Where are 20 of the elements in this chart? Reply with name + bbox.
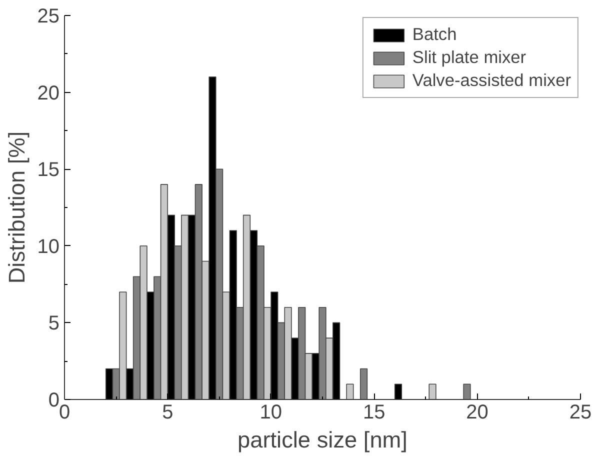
x-tick-label: 5 <box>162 402 174 424</box>
bar <box>463 384 471 400</box>
bar <box>394 384 402 400</box>
y-tick-label: 25 <box>37 6 60 28</box>
x-tick-label: 20 <box>466 402 488 424</box>
bar <box>428 384 436 400</box>
y-tick-label: 5 <box>48 312 60 335</box>
bar <box>346 384 354 400</box>
y-axis-title: Distribution [%] <box>3 131 30 284</box>
legend-label: Batch <box>412 24 457 45</box>
x-tick-label: 25 <box>569 402 592 424</box>
x-tick-label: 10 <box>260 402 282 424</box>
legend-label: Slit plate mixer <box>412 47 526 68</box>
x-tick-label: 15 <box>362 402 386 424</box>
bar <box>360 368 368 400</box>
y-tick-label: 10 <box>37 236 60 258</box>
legend-label: Valve-assisted mixer <box>412 70 571 91</box>
x-axis-title: particle size [nm] <box>238 426 408 452</box>
y-tick-label: 20 <box>37 82 60 104</box>
y-tick-label: 15 <box>37 159 60 182</box>
